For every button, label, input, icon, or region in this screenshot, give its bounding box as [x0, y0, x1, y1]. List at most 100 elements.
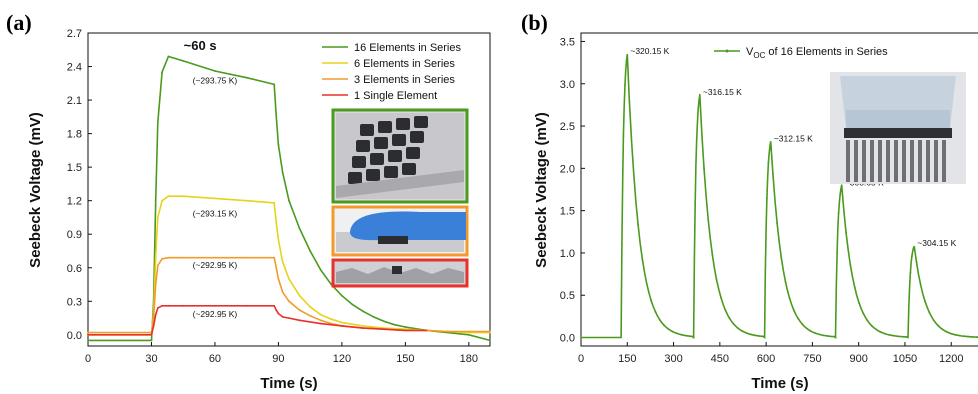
x-tick-label: 60	[209, 353, 221, 365]
data-point	[724, 308, 726, 311]
data-point	[182, 304, 185, 307]
x-tick-label: 1200	[939, 353, 963, 365]
data-point	[351, 303, 354, 306]
data-point	[711, 254, 714, 256]
data-point	[658, 318, 661, 321]
data-point	[826, 335, 829, 337]
y-tick-label: 3.0	[560, 79, 575, 91]
data-point	[182, 195, 185, 198]
inset-photo-single-element	[331, 258, 469, 288]
data-point	[809, 330, 812, 332]
data-point	[654, 310, 657, 313]
data-point	[330, 318, 333, 321]
data-point	[154, 313, 157, 316]
x-tick-label: 90	[272, 353, 284, 365]
data-point	[937, 324, 939, 327]
data-point	[858, 301, 860, 304]
data-point	[372, 316, 375, 318]
data-point	[901, 335, 904, 338]
legend-item-16-elements: 16 Elements in Series	[322, 42, 461, 54]
data-point	[697, 108, 700, 110]
data-point	[273, 83, 276, 86]
data-point	[362, 325, 364, 327]
data-point	[341, 321, 343, 324]
x-tick-label: 1050	[893, 353, 917, 365]
data-point	[840, 184, 843, 187]
data-point	[831, 335, 833, 338]
legend-v: V	[746, 46, 754, 58]
data-point	[766, 197, 768, 200]
data-point	[298, 294, 301, 297]
legend-label: 1 Single Element	[354, 90, 437, 102]
data-point	[753, 334, 756, 337]
data-point	[309, 314, 312, 317]
data-point	[839, 193, 842, 196]
data-point	[275, 222, 278, 224]
data-point	[772, 172, 774, 175]
panel-a: (a) 0 30 60 90 120 150 180 0.0 0.3 0.6 0.9 1.2 1.5 1…	[6, 10, 491, 392]
data-point	[680, 333, 683, 336]
data-point	[849, 263, 852, 266]
data-point	[692, 336, 695, 339]
data-point	[245, 76, 248, 79]
data-point	[245, 304, 248, 307]
x-tick-label: 30	[145, 353, 157, 365]
data-point	[911, 255, 913, 257]
legend-label: 16 Elements in Series	[354, 42, 461, 54]
data-point	[834, 336, 837, 339]
series-0	[87, 55, 491, 342]
data-point	[277, 238, 280, 241]
data-point	[277, 312, 280, 315]
data-point	[645, 282, 648, 285]
data-point	[963, 335, 965, 338]
data-point	[152, 317, 155, 319]
y-tick-label: 0.5	[560, 290, 575, 302]
data-point	[245, 199, 248, 202]
data-point	[281, 171, 284, 174]
data-point	[945, 330, 948, 333]
data-point	[288, 199, 290, 202]
data-point	[182, 60, 185, 62]
data-point	[580, 336, 582, 339]
data-point	[273, 202, 276, 204]
data-point	[805, 327, 808, 330]
y-tick-label: 1.5	[67, 162, 82, 174]
panel-a-x-axis-title: Time (s)	[260, 375, 317, 392]
data-point	[156, 121, 159, 124]
data-point	[715, 279, 718, 281]
panel-a-y-axis-title: Seebeck Voltage (mV)	[27, 112, 44, 268]
data-point	[624, 84, 626, 86]
legend-item-6-elements: 6 Elements in Series	[322, 58, 455, 70]
x-tick-label: 600	[757, 353, 775, 365]
data-point	[273, 304, 276, 307]
data-point	[362, 327, 364, 329]
legend-rest: of 16 Elements in Series	[765, 46, 888, 58]
data-point	[862, 312, 865, 315]
data-point	[298, 319, 301, 322]
panel-b-label: (b)	[521, 10, 548, 35]
data-point	[489, 330, 491, 333]
panel-a-x-ticks: 0 30 60 90 120 150 180	[85, 342, 478, 365]
y-tick-label: 0.0	[67, 330, 82, 342]
data-point	[749, 333, 752, 336]
data-point	[167, 304, 170, 307]
data-point	[632, 173, 635, 176]
data-point	[909, 271, 912, 274]
data-point	[214, 197, 216, 200]
data-point	[797, 317, 800, 320]
panel-a-legend: 16 Elements in Series 6 Elements in Seri…	[322, 42, 461, 102]
data-point	[161, 304, 164, 307]
y-tick-label: 0.3	[67, 296, 82, 308]
annotation-label: ~60 s	[184, 38, 217, 53]
data-point	[932, 319, 935, 321]
legend-item-1-element: 1 Single Element	[322, 90, 437, 102]
data-point	[954, 333, 957, 336]
data-point	[684, 334, 687, 337]
data-point	[728, 317, 731, 319]
data-point	[156, 264, 159, 267]
data-point	[950, 332, 952, 335]
data-point	[161, 71, 164, 73]
data-point	[288, 300, 290, 303]
data-point	[625, 60, 628, 62]
data-point	[707, 218, 710, 221]
